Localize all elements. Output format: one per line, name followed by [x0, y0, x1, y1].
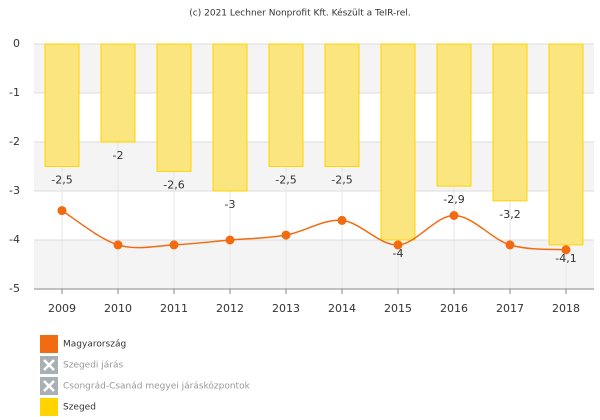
x-tick-label: 2014: [328, 302, 356, 315]
value-label: -3: [225, 198, 236, 211]
bar: [44, 43, 80, 167]
y-tick-label: -2: [9, 135, 20, 148]
point: [449, 211, 459, 220]
grid-band: [34, 240, 594, 289]
legend-label[interactable]: Szegedi járás: [63, 361, 124, 371]
y-tick-label: -1: [9, 86, 20, 99]
point: [337, 215, 347, 225]
x-tick-label: 2010: [104, 302, 132, 315]
point: [281, 230, 291, 240]
value-label: -2,5: [275, 174, 296, 187]
bar: [436, 43, 472, 187]
point: [561, 245, 571, 255]
legend-label[interactable]: Szeged: [63, 403, 96, 413]
x-tick-label: 2013: [272, 302, 300, 315]
legend-disabled-icon: [43, 359, 55, 371]
legend-label[interactable]: Csongrád-Csanád megyei járásközpontok: [63, 382, 251, 392]
y-tick-label: 0: [13, 37, 20, 50]
point: [169, 240, 179, 250]
legend-swatch[interactable]: [40, 335, 58, 353]
bar: [212, 43, 248, 192]
x-tick-label: 2015: [384, 302, 412, 315]
bar: [268, 43, 304, 167]
bar: [324, 43, 360, 167]
bar: [100, 43, 136, 143]
point: [57, 206, 67, 216]
point: [393, 240, 403, 250]
x-tick-label: 2016: [440, 302, 468, 315]
point: [505, 240, 515, 250]
value-label: -2,5: [331, 174, 352, 187]
y-tick-label: -3: [9, 184, 20, 197]
x-tick-label: 2012: [216, 302, 244, 315]
credit: (c) 2021 Lechner Nonprofit Kft. Készült …: [189, 8, 410, 19]
point: [225, 235, 235, 245]
x-tick-label: 2017: [496, 302, 524, 315]
value-label: -2,6: [163, 178, 184, 191]
x-tick-label: 2018: [552, 302, 580, 315]
x-tick-label: 2009: [48, 302, 76, 315]
y-tick-label: -5: [9, 282, 20, 295]
legend-label[interactable]: Magyarország: [63, 340, 126, 350]
value-label: -2,9: [443, 193, 464, 206]
value-label: -4: [393, 247, 404, 260]
value-label: -2: [113, 149, 124, 162]
legend-swatch[interactable]: [40, 398, 58, 416]
value-label: -3,2: [499, 208, 520, 221]
bar: [492, 43, 528, 202]
bar: [156, 43, 192, 172]
line: [61, 209, 567, 251]
y-tick-label: -4: [9, 233, 20, 246]
legend-disabled-icon: [43, 380, 55, 392]
value-label: -2,5: [51, 174, 72, 187]
value-label: -4,1: [555, 252, 576, 265]
bar: [380, 43, 416, 241]
bar: [548, 43, 584, 246]
x-tick-label: 2011: [160, 302, 188, 315]
point: [113, 240, 123, 250]
